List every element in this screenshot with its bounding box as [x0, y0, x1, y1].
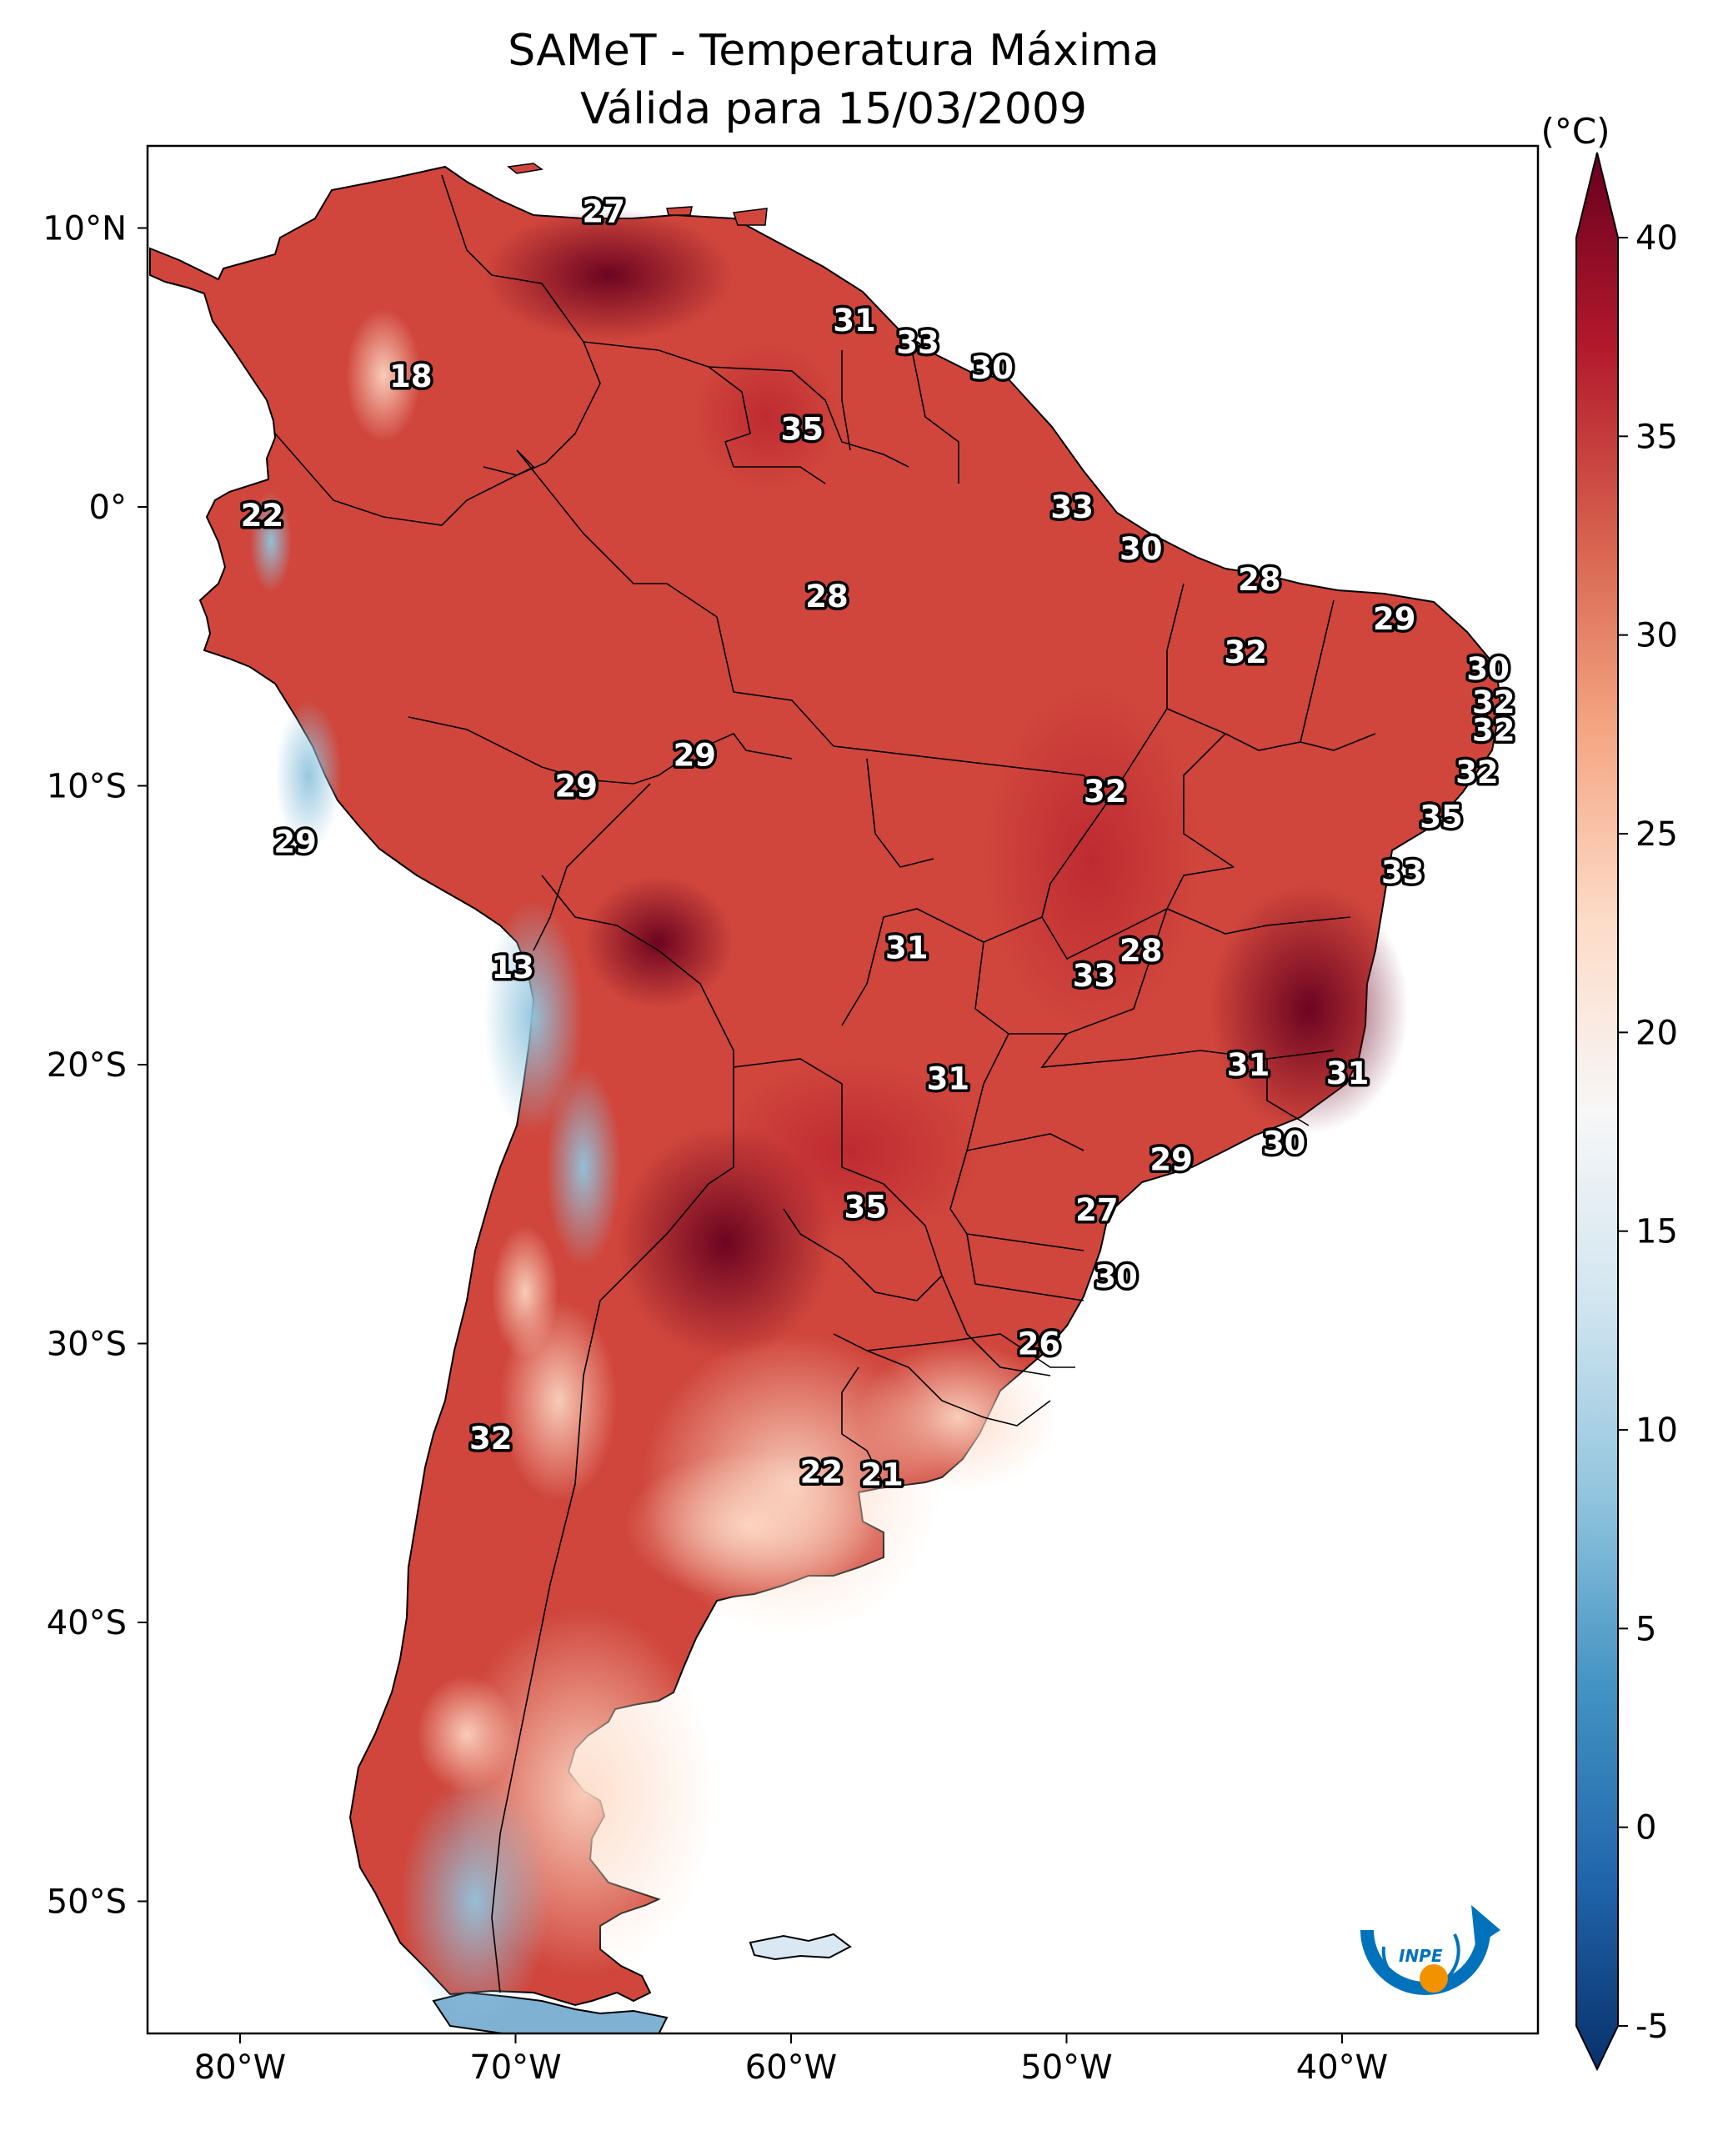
colorbar-tick-label: 5 — [1635, 1610, 1656, 1648]
station-value: 28 — [805, 579, 849, 614]
colorbar-tick-label: 30 — [1635, 617, 1678, 655]
lon-tick-label: 70°W — [469, 2048, 561, 2087]
station-value: 30 — [1094, 1259, 1138, 1295]
colorbar-ticks: -5 0 5 10 15 20 25 30 35 40 — [1618, 219, 1678, 2046]
colorbar-tick-label: 25 — [1635, 815, 1678, 854]
map-frame — [146, 144, 1540, 2035]
colorbar-tick-label: -5 — [1635, 2008, 1669, 2046]
station-value: 29 — [273, 824, 317, 860]
station-value: 22 — [241, 498, 284, 534]
lat-tick-label: 0° — [89, 489, 127, 527]
station-value: 27 — [583, 193, 626, 229]
station-value: 32 — [1472, 713, 1515, 749]
colorbar-body — [1575, 152, 1619, 2072]
station-value: 35 — [844, 1190, 887, 1226]
station-value: 29 — [1150, 1142, 1193, 1178]
colorbar-tick-label: 0 — [1635, 1809, 1656, 1848]
station-value: 31 — [1326, 1055, 1370, 1091]
station-value: 29 — [1373, 601, 1416, 637]
caribbean-islands — [507, 163, 768, 226]
map-content — [149, 163, 1502, 2033]
station-value: 29 — [674, 738, 717, 774]
colorbar-tick-label: 40 — [1635, 219, 1678, 258]
station-value: 30 — [1119, 531, 1163, 567]
falkland-islands — [749, 1933, 852, 1961]
station-value: 31 — [1227, 1047, 1270, 1083]
station-value: 29 — [554, 769, 598, 805]
station-value: 13 — [491, 950, 534, 985]
station-value: 33 — [1381, 855, 1425, 890]
temperature-field — [250, 208, 1409, 2026]
lon-tick-label: 60°W — [745, 2048, 837, 2087]
station-value: 35 — [780, 411, 824, 447]
inpe-logo: INPE — [1360, 1905, 1500, 1995]
lat-tick-label: 20°S — [47, 1046, 127, 1085]
lat-tick-label: 40°S — [47, 1604, 127, 1642]
lon-tick-label: 50°W — [1020, 2048, 1112, 2087]
station-value: 28 — [1119, 933, 1163, 969]
lat-tick-label: 10°S — [47, 768, 127, 806]
station-value: 35 — [1420, 799, 1463, 835]
logo-sun — [1420, 1964, 1448, 1993]
station-value: 33 — [1050, 489, 1094, 525]
colorbar-tick-label: 10 — [1635, 1411, 1678, 1450]
figure-title: SAMeT - Temperatura Máxima — [508, 26, 1159, 76]
station-value: 21 — [860, 1457, 904, 1493]
station-value: 27 — [1075, 1192, 1119, 1228]
station-value: 32 — [1225, 634, 1268, 670]
station-value: 31 — [927, 1061, 970, 1097]
station-value: 32 — [1472, 684, 1515, 720]
colorbar-tick-label: 35 — [1635, 418, 1678, 456]
station-value: 32 — [1455, 755, 1499, 790]
station-value: 32 — [469, 1421, 513, 1457]
station-value: 26 — [1018, 1326, 1061, 1362]
longitude-axis: 80°W 70°W 60°W 50°W 40°W — [194, 2033, 1388, 2087]
station-value: 31 — [885, 930, 929, 966]
lon-tick-label: 80°W — [194, 2048, 286, 2087]
station-value: 28 — [1238, 562, 1281, 598]
station-value: 30 — [1466, 651, 1510, 687]
station-value: 30 — [1263, 1126, 1306, 1161]
latitude-axis: 10°N 0° 10°S 20°S 30°S 40°S 50°S — [43, 210, 148, 1922]
lon-tick-label: 40°W — [1296, 2048, 1388, 2087]
logo-text: INPE — [1399, 1946, 1443, 1966]
colorbar-tick-label: 15 — [1635, 1213, 1678, 1251]
colorbar-unit: (°C) — [1540, 111, 1610, 152]
political-borders — [274, 174, 1376, 1993]
station-value: 32 — [1084, 774, 1127, 810]
figure-subtitle: Válida para 15/03/2009 — [580, 84, 1087, 134]
station-value: 33 — [1073, 958, 1116, 994]
colorbar: (°C) -5 0 5 10 15 20 25 30 35 40 — [1540, 111, 1678, 2072]
station-value: 31 — [833, 303, 876, 338]
lat-tick-label: 10°N — [43, 210, 127, 248]
lat-tick-label: 50°S — [47, 1883, 127, 1922]
station-value: 30 — [971, 350, 1014, 386]
logo-arrow — [1471, 1905, 1500, 1947]
station-value: 33 — [896, 325, 939, 361]
station-value: 18 — [389, 358, 433, 394]
lat-tick-label: 30°S — [47, 1326, 127, 1364]
colorbar-tick-label: 20 — [1635, 1014, 1678, 1052]
station-value: 22 — [800, 1454, 844, 1490]
